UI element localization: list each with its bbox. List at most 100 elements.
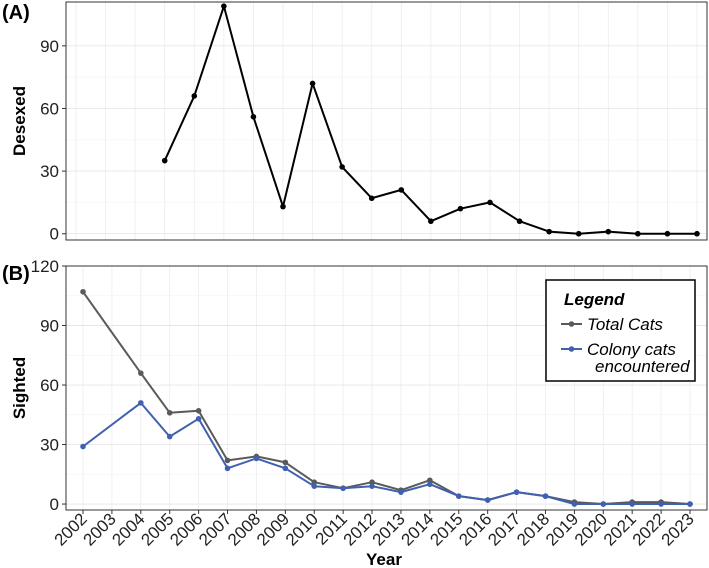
panel-b-point-total-cats <box>166 409 173 416</box>
panel-a-point-series-0 <box>516 218 523 225</box>
panel-b-point-total-cats <box>369 479 375 486</box>
panel-b-point-colony-cats-encountered <box>138 400 144 406</box>
panel-b-point-colony-cats-encountered <box>600 501 607 507</box>
legend-marker-total-cats <box>568 321 575 327</box>
panel-b-point-colony-cats-encountered <box>658 501 664 507</box>
panel-b-x-tick-label: 2004 <box>108 509 148 549</box>
panel-b-point-colony-cats-encountered <box>484 497 491 503</box>
legend-label-colony-cats-line2: encountered <box>595 357 690 376</box>
legend: Legend Total Cats Colony cats encountere… <box>545 279 696 382</box>
panel-b-x-tick-label: 2010 <box>282 509 322 549</box>
panel-b-point-colony-cats-encountered <box>80 443 86 450</box>
panel-b-x-tick-label: 2017 <box>484 509 524 549</box>
panel-a-point-series-0 <box>221 3 227 9</box>
panel-a-point-series-0 <box>339 164 345 170</box>
panel-b-x-tick-label: 2008 <box>224 509 264 549</box>
panel-b-point-colony-cats-encountered <box>282 465 289 472</box>
panel-a-point-series-0 <box>546 228 552 235</box>
panel-b-y-tick-label: 30 <box>40 436 59 455</box>
panel-b-point-colony-cats-encountered <box>542 493 549 499</box>
panel-b-x-tick-label: 2019 <box>542 509 582 549</box>
panel-b-x-tick-label: 2023 <box>658 509 698 549</box>
legend-label-colony-cats-line1: Colony cats <box>587 340 676 359</box>
panel-b-y-tick-label: 60 <box>40 376 59 395</box>
panel-b-point-colony-cats-encountered <box>513 489 520 495</box>
panel-b-point-colony-cats-encountered <box>311 483 318 489</box>
panel-b-point-colony-cats-encountered <box>195 415 202 422</box>
legend-label-total-cats: Total Cats <box>587 315 663 334</box>
panel-a-y-tick-label: 0 <box>50 225 59 244</box>
panel-b-point-total-cats <box>138 370 144 376</box>
panel-a-point-series-0 <box>664 230 671 237</box>
panel-b-x-tick-label: 2016 <box>455 509 495 549</box>
panel-b-point-colony-cats-encountered <box>166 433 173 440</box>
panel-a-point-series-0 <box>398 187 405 193</box>
panel-b-x-tick-label: 2018 <box>513 509 553 549</box>
panel-a-point-series-0 <box>635 230 641 237</box>
panel-b-point-total-cats <box>427 477 433 484</box>
panel-b-x-tick-label: 2009 <box>253 509 293 549</box>
panel-b-point-colony-cats-encountered <box>369 483 375 489</box>
panel-a-y-axis: 0 30 60 90 <box>40 37 66 244</box>
panel-b-point-colony-cats-encountered <box>398 489 404 495</box>
panel-b-frame <box>65 265 708 511</box>
panel-b-point-total-cats <box>80 288 86 295</box>
panel-a-point-series-0 <box>428 218 434 225</box>
panel-b-y-tick-label: 0 <box>50 495 59 514</box>
panel-a-y-tick-label: 90 <box>40 37 59 56</box>
panel-b-point-colony-cats-encountered <box>455 493 462 499</box>
panel-a-point-series-0 <box>191 93 198 99</box>
legend-marker-colony-cats <box>568 346 575 352</box>
panel-a-point-series-0 <box>309 80 316 87</box>
panel-b-point-colony-cats-encountered <box>687 501 693 507</box>
panel-b-x-tick-label: 2012 <box>340 509 380 549</box>
panel-b-y-tick-label: 120 <box>31 257 59 276</box>
panel-b-y-axis-title: Sighted <box>10 357 29 419</box>
panel-a-point-series-0 <box>368 195 375 202</box>
panel-b-point-colony-cats-encountered <box>253 455 260 462</box>
panel-b-x-tick-label: 2013 <box>369 509 409 549</box>
panel-b-point-colony-cats-encountered <box>340 485 346 491</box>
panel-b-x-tick-label: 2005 <box>137 509 177 549</box>
panel-a-point-series-0 <box>487 199 493 206</box>
panel-a-y-tick-label: 60 <box>40 99 59 118</box>
panel-a-point-series-0 <box>575 230 582 237</box>
panel-a-point-series-0 <box>250 114 257 120</box>
panel-a-frame <box>65 1 708 241</box>
panel-b-x-tick-label: 2022 <box>629 509 669 549</box>
panel-b-series <box>80 288 693 507</box>
panel-b-point-colony-cats-encountered <box>629 501 635 507</box>
panel-b-x-axis: 2002200320042005200620072008200920102011… <box>51 509 698 549</box>
panel-a-point-series-0 <box>161 157 168 164</box>
panel-b-point-total-cats <box>282 459 289 466</box>
panel-a-series <box>161 3 700 237</box>
panel-b-x-tick-label: 2006 <box>166 509 206 549</box>
panel-a-label: (A) <box>2 2 30 24</box>
panel-b-x-tick-label: 2021 <box>600 509 640 549</box>
panel-b-line-colony-cats-encountered <box>82 401 690 505</box>
panel-b-point-total-cats <box>224 457 231 464</box>
panel-b-x-tick-label: 2020 <box>571 509 611 549</box>
panel-a-point-series-0 <box>605 228 612 235</box>
legend-box <box>545 279 696 382</box>
panel-a-point-series-0 <box>457 205 464 212</box>
panel-a-point-series-0 <box>280 203 286 210</box>
panel-b-label: (B) <box>2 263 30 285</box>
panel-b-x-tick-label: 2014 <box>398 509 438 549</box>
legend-item-colony-cats: Colony cats encountered <box>561 340 690 376</box>
legend-item-total-cats: Total Cats <box>561 315 663 334</box>
panel-b-point-total-cats <box>311 479 318 486</box>
panel-a-point-series-0 <box>694 230 700 237</box>
panel-a-y-axis-title: Desexed <box>10 86 29 156</box>
panel-b-point-colony-cats-encountered <box>224 465 231 472</box>
panel-b-x-tick-label: 2003 <box>80 509 120 549</box>
legend-title: Legend <box>564 290 625 309</box>
panel-a-y-tick-label: 30 <box>40 162 59 181</box>
panel-b-x-tick-label: 2015 <box>426 509 466 549</box>
panel-a: (A) 0 30 60 90 Desexed <box>2 1 708 244</box>
panel-b-point-colony-cats-encountered <box>427 481 433 488</box>
panel-a-grid <box>66 2 707 240</box>
panel-b-point-total-cats <box>195 408 202 414</box>
